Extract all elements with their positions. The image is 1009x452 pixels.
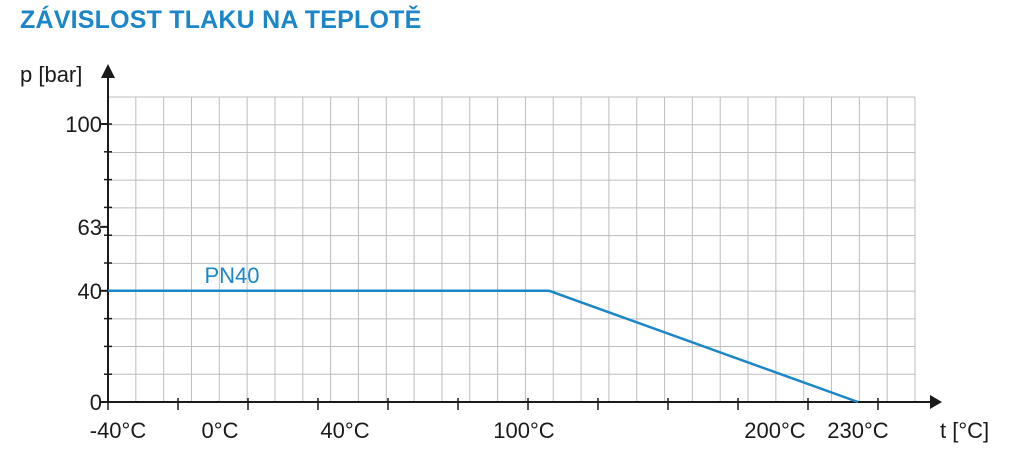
x-tick-label: -40°C	[90, 418, 147, 443]
labels: 0 40 63 100 -40°C 0°C 40°C 100°C 200°C 230°C p [ba…	[20, 62, 989, 443]
series-line-pn40	[108, 289, 859, 404]
y-tick-label: 100	[65, 112, 102, 137]
x-tick-label: 100°C	[493, 418, 555, 443]
series-group: PN40	[108, 263, 859, 404]
y-axis-title: p [bar]	[20, 62, 82, 87]
y-tick-label: 0	[90, 390, 102, 415]
y-axis-arrow-icon	[101, 64, 115, 78]
x-tick-label: 40°C	[320, 418, 369, 443]
y-tick-label: 40	[78, 279, 102, 304]
series-label-pn40: PN40	[204, 263, 259, 288]
x-tick-label: 200°C	[744, 418, 806, 443]
grid	[107, 96, 916, 403]
ticks	[100, 123, 879, 410]
y-tick-label: 63	[78, 215, 102, 240]
x-tick-label: 230°C	[827, 418, 889, 443]
chart-title: ZÁVISLOST TLAKU NA TEPLOTĚ	[20, 6, 422, 34]
axes	[101, 64, 942, 409]
x-axis-arrow-icon	[930, 395, 942, 409]
x-axis-title: t [°C]	[940, 418, 989, 443]
x-tick-label: 0°C	[202, 418, 239, 443]
